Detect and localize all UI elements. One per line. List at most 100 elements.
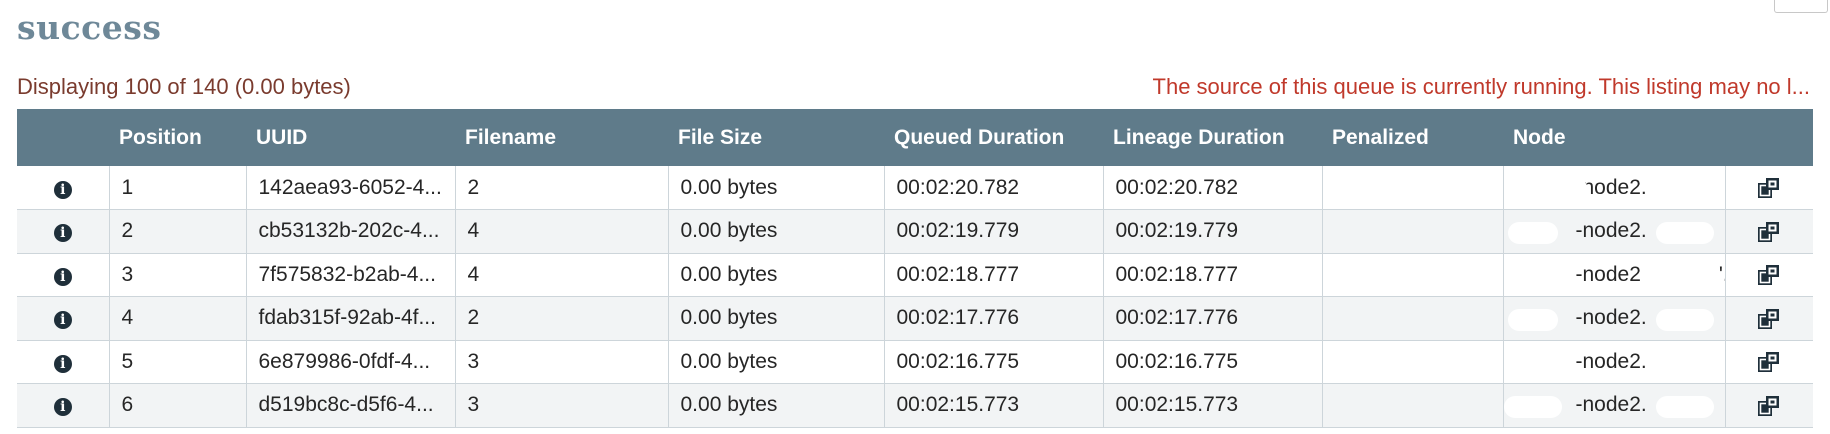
col-header-node[interactable]: Node [1513,125,1566,149]
filename-cell: 2 [455,296,669,341]
provenance-copy-icon[interactable] [1758,177,1780,198]
file-size-cell: 0.00 bytes [668,383,885,428]
filename-cell: 2 [455,166,669,210]
penalized-cell [1322,166,1504,210]
lineage-duration-cell: 00:02:18.777 [1103,253,1323,297]
redaction-mark [1507,222,1558,245]
position-cell: 6 [109,383,247,428]
redaction-mark [1519,352,1540,375]
queued-duration-cell: 00:02:15.773 [884,383,1104,428]
lineage-duration-cell: 00:02:16.775 [1103,340,1323,384]
uuid-cell: 142aea93-6052-4... [246,166,456,210]
redaction-mark [1655,309,1714,332]
info-circle-icon[interactable]: i [53,311,72,330]
action-cell[interactable] [1725,209,1813,254]
provenance-copy-icon[interactable] [1758,308,1780,329]
action-cell[interactable] [1725,340,1813,384]
lineage-duration-cell: 00:02:15.773 [1103,383,1323,428]
close-button[interactable] [1774,0,1828,13]
action-cell[interactable] [1725,383,1813,428]
node-name: -node2. [1575,393,1647,417]
col-header-uuid[interactable]: UUID [256,125,308,149]
info-circle-icon[interactable]: i [53,354,72,373]
info-cell[interactable]: i [17,253,110,297]
info-circle-icon[interactable]: i [53,180,72,199]
queued-duration-cell: 00:02:20.782 [884,166,1104,210]
flowfile-table: Position UUID Filename File Size Queued … [17,109,1813,428]
filename-cell: 4 [455,209,669,254]
penalized-cell [1322,383,1504,428]
node-name: -node2. [1575,306,1647,330]
redaction-mark [1503,396,1562,419]
uuid-cell: cb53132b-202c-4... [246,209,456,254]
lineage-duration-cell: 00:02:17.776 [1103,296,1323,341]
info-circle-icon[interactable]: i [53,224,72,243]
file-size-cell: 0.00 bytes [668,296,885,341]
table-header: Position UUID Filename File Size Queued … [17,109,1813,166]
queued-duration-cell: 00:02:16.775 [884,340,1104,384]
info-cell[interactable]: i [17,383,110,428]
position-cell: 1 [109,166,247,210]
position-cell: 4 [109,296,247,341]
uuid-cell: d519bc8c-d5f6-4... [246,383,456,428]
col-header-lineage-duration[interactable]: Lineage Duration [1113,125,1285,149]
queue-summary: Displaying 100 of 140 (0.00 bytes) [17,74,351,99]
col-header-file-size[interactable]: File Size [678,125,763,149]
info-circle-icon[interactable]: i [53,267,72,286]
action-cell[interactable] [1725,296,1813,341]
redaction-mark [1655,178,1714,201]
lineage-duration-cell: 00:02:19.779 [1103,209,1323,254]
info-cell[interactable]: i [17,166,110,210]
provenance-copy-icon[interactable] [1758,395,1780,416]
lineage-duration-cell: 00:02:20.782 [1103,166,1323,210]
redaction-mark [1507,309,1558,332]
penalized-cell [1322,209,1504,254]
queued-duration-cell: 00:02:17.776 [884,296,1104,341]
filename-cell: 3 [455,383,669,428]
col-header-position[interactable]: Position [119,125,202,149]
provenance-copy-icon[interactable] [1758,265,1780,286]
col-header-filename[interactable]: Filename [465,125,557,149]
queued-duration-cell: 00:02:18.777 [884,253,1104,297]
file-size-cell: 0.00 bytes [668,253,885,297]
col-header-queued-duration[interactable]: Queued Duration [894,125,1065,149]
node-cell: -node2.'... [1503,340,1726,384]
col-header-penalized[interactable]: Penalized [1332,125,1429,149]
table-row: i 2 cb53132b-202c-4... 4 0.00 bytes 00:0… [17,209,1813,254]
col-header-actions [1725,109,1813,166]
redaction-mark [1655,265,1714,288]
position-cell: 2 [109,209,247,254]
node-cell: -node2 '... [1503,253,1726,297]
table-row: i 5 6e879986-0fdf-4... 3 0.00 bytes 00:0… [17,340,1813,384]
provenance-copy-icon[interactable] [1758,352,1780,373]
penalized-cell [1322,253,1504,297]
uuid-cell: 7f575832-b2ab-4... [246,253,456,297]
position-cell: 3 [109,253,247,297]
redaction-mark [1527,178,1588,201]
node-cell: -node2.'... [1503,166,1726,210]
col-header-info [17,109,109,166]
filename-cell: 3 [455,340,669,384]
node-cell: -node2.... [1503,209,1726,254]
info-cell[interactable]: i [17,296,110,341]
redaction-mark [1655,396,1714,419]
node-name: -node2. [1575,349,1647,373]
penalized-cell [1322,296,1504,341]
node-name: -node2. [1575,219,1647,243]
table-row: i 1 142aea93-6052-4... 2 0.00 bytes 00:0… [17,166,1813,210]
table-row: i 4 fdab315f-92ab-4f... 2 0.00 bytes 00:… [17,296,1813,341]
node-cell: -node2.... [1503,383,1726,428]
info-cell[interactable]: i [17,209,110,254]
info-cell[interactable]: i [17,340,110,384]
penalized-cell [1322,340,1504,384]
redaction-mark [1655,352,1714,375]
action-cell[interactable] [1725,166,1813,210]
node-tail: '... [1718,262,1724,286]
table-row: i 6 d519bc8c-d5f6-4... 3 0.00 bytes 00:0… [17,383,1813,428]
provenance-copy-icon[interactable] [1758,221,1780,242]
action-cell[interactable] [1725,253,1813,297]
node-cell: -node2.... [1503,296,1726,341]
uuid-cell: fdab315f-92ab-4f... [246,296,456,341]
info-circle-icon[interactable]: i [53,398,72,417]
table-row: i 3 7f575832-b2ab-4... 4 0.00 bytes 00:0… [17,253,1813,297]
